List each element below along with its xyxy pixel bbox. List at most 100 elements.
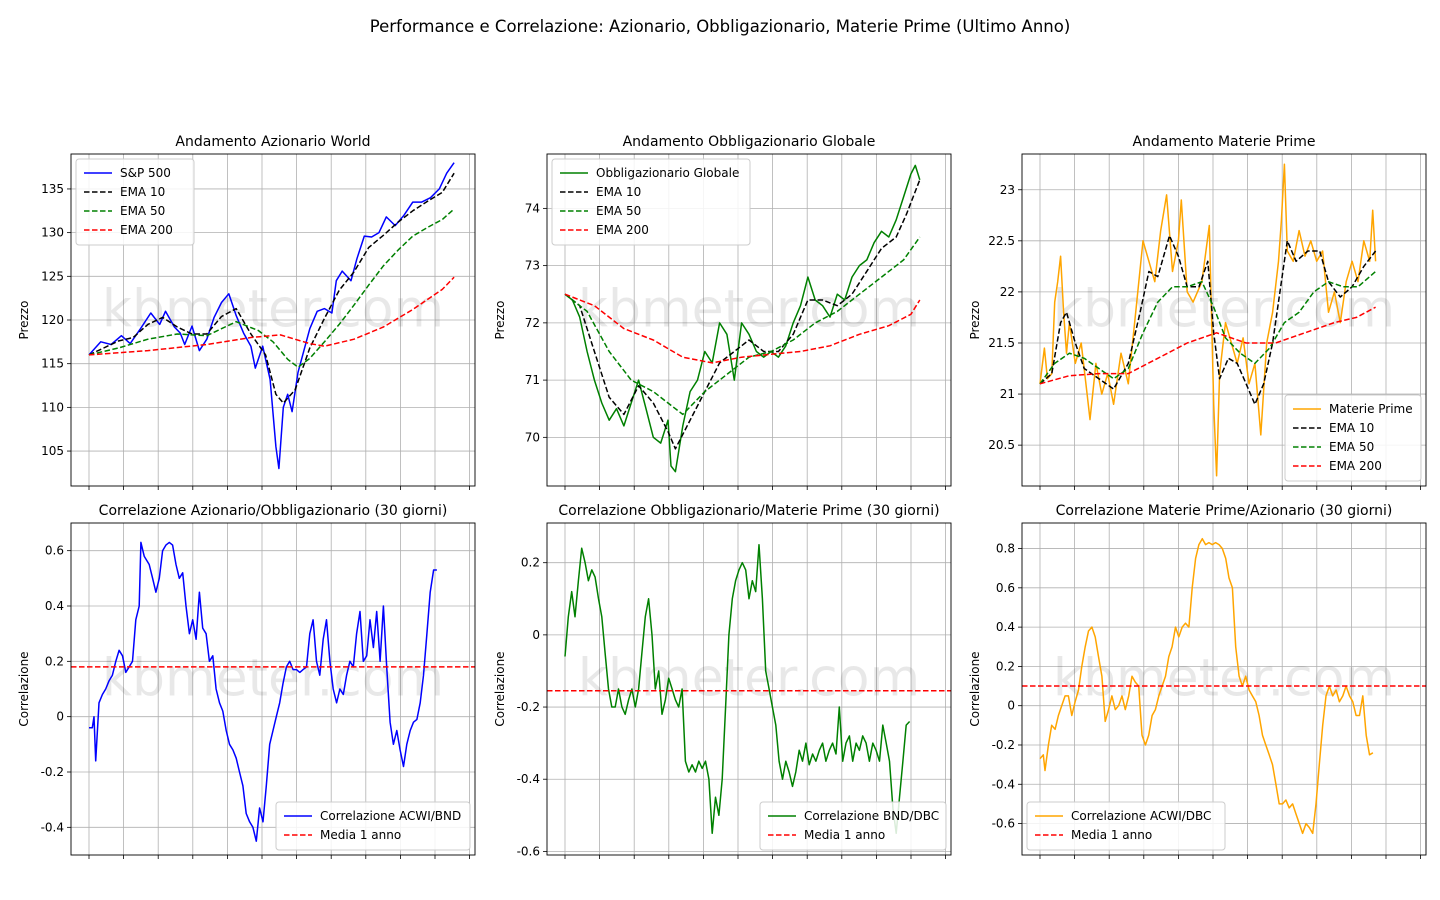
legend: S&P 500 EMA 10 EMA 50 EMA 200 — [75, 158, 195, 246]
series-line-0 — [1039, 537, 1374, 835]
y-tick-label: 71 — [525, 373, 540, 387]
legend: Obbligazionario Globale EMA 10 EMA 50 EMA 2… — [551, 158, 751, 246]
y-tick-label: 70 — [525, 430, 540, 444]
legend-label: EMA 200 — [120, 223, 173, 237]
series-line-1 — [88, 172, 455, 404]
legend-label: EMA 200 — [1329, 459, 1382, 473]
y-tick-label: -0.2 — [517, 700, 540, 714]
panel-title: Andamento Materie Prime — [1132, 134, 1315, 150]
legend-label: Materie Prime — [1329, 402, 1413, 416]
legend-box — [1284, 394, 1422, 482]
panel-title: Correlazione Obbligazionario/Materie Pri… — [558, 503, 939, 519]
y-tick-label: 73 — [525, 259, 540, 273]
axes-frame — [1021, 522, 1427, 856]
y-tick-label: 105 — [41, 444, 64, 458]
y-tick-label: 0.6 — [45, 544, 64, 558]
y-tick-label: 0.2 — [996, 659, 1015, 673]
axes-frame — [546, 522, 952, 856]
y-tick-label: 0.8 — [996, 542, 1015, 556]
legend-label: EMA 200 — [596, 223, 649, 237]
legend-box — [1026, 801, 1226, 851]
chart-panel-p4: -0.4 -0.2 0 0.2 0.4 0.6 kbmeter.com Correlazion… — [17, 503, 476, 859]
axes-frame — [70, 522, 476, 856]
watermark: kbmeter.com — [102, 280, 444, 340]
y-tick-label: 0.4 — [45, 599, 64, 613]
legend-box — [75, 158, 195, 246]
legend-label: EMA 50 — [596, 204, 641, 218]
legend-label: Media 1 anno — [1071, 828, 1152, 842]
legend-label: EMA 10 — [1329, 421, 1374, 435]
chart-panel-p6: -0.6-0.4-0.200.20.40.60.8kbmeter.comCorr… — [968, 503, 1427, 859]
legend: Correlazione ACWI/BND Media 1 anno — [275, 801, 471, 851]
y-tick-label: 130 — [41, 226, 64, 240]
legend-label: S&P 500 — [120, 166, 171, 180]
legend-label: Obbligazionario Globale — [596, 166, 739, 180]
series-line-3 — [88, 276, 455, 356]
y-tick-label: 125 — [41, 269, 64, 283]
legend-label: EMA 50 — [1329, 440, 1374, 454]
series-line-0 — [564, 164, 921, 473]
legend-box — [275, 801, 471, 851]
y-tick-label: 135 — [41, 182, 64, 196]
y-tick-label: -0.6 — [517, 844, 540, 858]
y-tick-label: 0 — [1007, 699, 1015, 713]
series-line-0 — [1039, 163, 1377, 477]
y-tick-label: 110 — [41, 400, 64, 414]
y-tick-label: -0.2 — [992, 738, 1015, 752]
legend-box — [551, 158, 751, 246]
series-line-2 — [1039, 270, 1377, 385]
y-tick-label: 22 — [1000, 285, 1015, 299]
chart-panel-p1: 105 110 115 120 125 130 135 kbmeter.com Andament… — [17, 134, 476, 490]
panel-title: Andamento Azionario World — [175, 134, 370, 150]
legend-label: Media 1 anno — [320, 828, 401, 842]
y-tick-label: 21 — [1000, 387, 1015, 401]
y-tick-label: 72 — [525, 316, 540, 330]
y-tick-label: 115 — [41, 357, 64, 371]
panel-title: Andamento Obbligazionario Globale — [623, 134, 876, 150]
series-line-2 — [88, 208, 455, 368]
series-line-0 — [564, 543, 911, 835]
y-tick-label: 0.6 — [996, 581, 1015, 595]
y-tick-label: 22.5 — [988, 234, 1015, 248]
y-axis-label: Prezzo — [493, 300, 507, 339]
panel-title: Correlazione Azionario/Obbligazionario (… — [99, 503, 448, 519]
series-line-1 — [1039, 234, 1377, 406]
y-tick-label: 0 — [56, 710, 64, 724]
y-axis-label: Correlazione — [968, 651, 982, 726]
chart-panel-p5: -0.6 -0.4 -0.2 0 0.2 kbmeter.com Correlazione … — [493, 503, 952, 859]
y-axis-label: Correlazione — [17, 651, 31, 726]
series-line-2 — [564, 236, 921, 416]
series-line-0 — [88, 162, 455, 470]
y-tick-label: 0.2 — [45, 654, 64, 668]
axes-frame — [70, 153, 476, 487]
series-line-0 — [89, 541, 437, 842]
series-line-3 — [564, 293, 921, 364]
y-axis-label: Prezzo — [17, 300, 31, 339]
y-tick-label: -0.4 — [41, 820, 64, 834]
y-axis-label: Correlazione — [493, 651, 507, 726]
watermark: kbmeter.com — [578, 280, 920, 340]
legend: Correlazione ACWI/DBC Media 1 anno — [1026, 801, 1226, 851]
y-tick-label: -0.4 — [992, 777, 1015, 791]
y-tick-label: 0.4 — [996, 620, 1015, 634]
figure-title: Performance e Correlazione: Azionario, O… — [370, 17, 1071, 36]
y-tick-label: 0 — [532, 628, 540, 642]
legend: Correlazione BND/DBC Media 1 anno — [759, 801, 947, 851]
y-tick-label: -0.2 — [41, 765, 64, 779]
watermark: kbmeter.com — [578, 649, 920, 709]
y-tick-label: 21.5 — [988, 336, 1015, 350]
legend-label: EMA 10 — [120, 185, 165, 199]
y-tick-label: -0.6 — [992, 817, 1015, 831]
y-tick-label: 0.2 — [521, 556, 540, 570]
axes-frame — [1021, 153, 1427, 487]
y-tick-label: 23 — [1000, 183, 1015, 197]
series-line-3 — [1039, 306, 1376, 385]
legend-label: Correlazione ACWI/BND — [320, 809, 461, 823]
legend-label: Media 1 anno — [804, 828, 885, 842]
legend-label: Correlazione ACWI/DBC — [1071, 809, 1211, 823]
legend: Materie Prime EMA 10 EMA 50 EMA 200 — [1284, 394, 1422, 482]
watermark: kbmeter.com — [102, 649, 444, 709]
y-tick-label: 120 — [41, 313, 64, 327]
